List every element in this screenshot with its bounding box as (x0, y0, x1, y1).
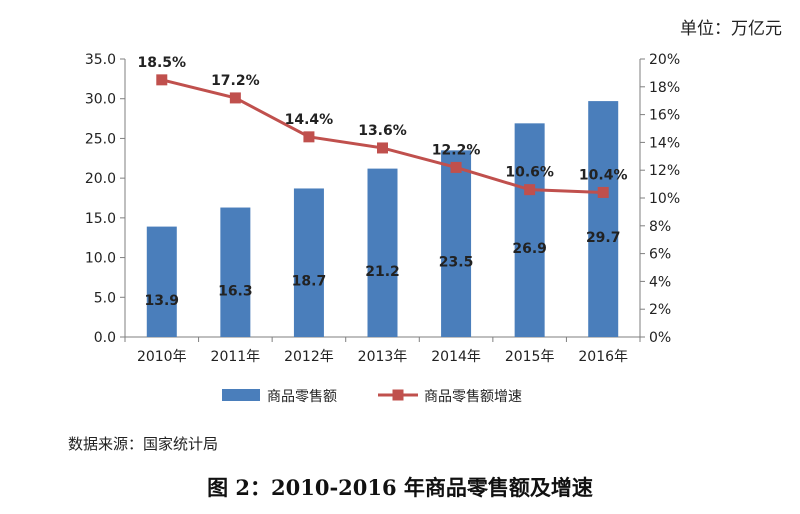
data-labels: 13.9 16.3 18.7 21.2 23.5 26.9 29.7 18.5% 17.2% 14… (137, 55, 627, 309)
chart-legend: 商品零售额 商品零售额增速 (222, 389, 522, 405)
legend-line-marker (392, 389, 404, 401)
left-tick-label: 20.0 (85, 171, 116, 187)
line-marker (377, 142, 388, 154)
bar-value-label: 18.7 (292, 274, 327, 290)
line-marker (597, 186, 609, 198)
left-tick-label: 0.0 (94, 330, 116, 346)
left-tick-label: 15.0 (85, 211, 116, 227)
x-tick-label: 2011年 (211, 349, 261, 365)
x-tick-label: 2012年 (284, 349, 334, 365)
line-marker (229, 92, 241, 104)
right-tick-label: 4% (649, 274, 671, 290)
bar-value-label: 13.9 (145, 293, 180, 309)
right-tick-label: 12% (649, 163, 680, 179)
line-value-label: 10.6% (505, 165, 554, 181)
line-series (156, 74, 609, 198)
legend-line-label: 商品零售额增速 (424, 389, 522, 405)
bar (146, 226, 177, 337)
line-value-label: 17.2% (211, 73, 260, 89)
line-value-label: 10.4% (579, 167, 628, 183)
x-tick-label: 2015年 (505, 349, 555, 365)
right-tick-label: 0% (649, 330, 671, 346)
right-tick-label: 6% (649, 247, 671, 263)
line-marker (303, 131, 315, 143)
x-tick-label: 2014年 (431, 349, 481, 365)
right-tick-label: 10% (649, 191, 680, 207)
line-marker (450, 161, 462, 173)
chart-axes: 0.0 5.0 10.0 15.0 20.0 25.0 30.0 35.0 0% 2% 4% 6% 8%… (85, 52, 680, 365)
line-value-label: 12.2% (432, 142, 481, 158)
x-tick-label: 2010年 (137, 349, 187, 365)
bar-series (146, 101, 619, 338)
right-tick-label: 14% (649, 135, 680, 151)
line-value-label: 13.6% (358, 123, 407, 139)
line-marker (524, 184, 536, 196)
right-tick-label: 8% (649, 219, 671, 235)
x-tick-label: 2016年 (578, 349, 628, 365)
bar (220, 207, 251, 337)
bar-value-label: 26.9 (512, 241, 547, 257)
legend-bar-swatch (222, 389, 260, 401)
left-tick-label: 35.0 (85, 52, 116, 68)
bar-value-label: 29.7 (586, 230, 621, 246)
left-tick-label: 25.0 (85, 131, 116, 147)
bar-value-label: 23.5 (439, 255, 474, 271)
figure-title: 图 2：2010-2016 年商品零售额及增速 (207, 475, 593, 500)
right-tick-label: 18% (649, 80, 680, 96)
line-value-label: 18.5% (137, 55, 186, 71)
line-value-label: 14.4% (285, 112, 334, 128)
source-note: 数据来源：国家统计局 (68, 435, 219, 453)
bar-value-label: 21.2 (365, 264, 400, 280)
bar-value-label: 16.3 (218, 283, 253, 299)
legend-bar-label: 商品零售额 (267, 389, 337, 405)
left-tick-label: 10.0 (85, 251, 116, 267)
x-tick-label: 2013年 (358, 349, 408, 365)
bar (441, 150, 472, 337)
combo-chart: 0.0 5.0 10.0 15.0 20.0 25.0 30.0 35.0 0% 2% 4% 6% 8%… (85, 52, 680, 405)
left-tick-label: 30.0 (85, 92, 116, 108)
right-tick-label: 2% (649, 302, 671, 318)
right-tick-label: 20% (649, 52, 680, 68)
line-marker (156, 74, 168, 86)
bar (514, 123, 545, 337)
right-tick-label: 16% (649, 108, 680, 124)
bar (293, 188, 324, 337)
left-tick-label: 5.0 (94, 290, 116, 306)
unit-label: 单位：万亿元 (680, 19, 782, 39)
bar (588, 101, 619, 338)
bar (367, 168, 398, 337)
